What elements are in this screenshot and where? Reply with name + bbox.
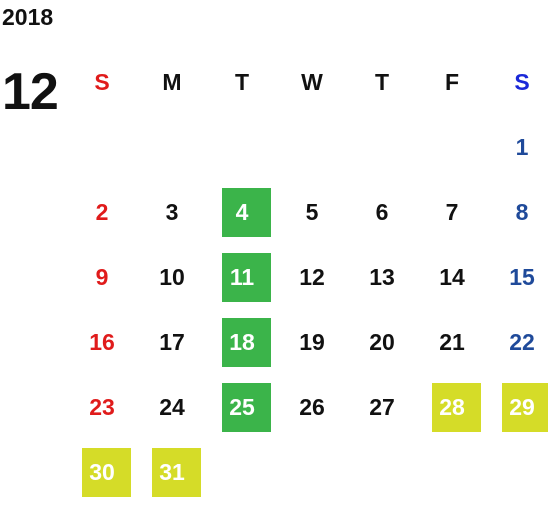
day-cell[interactable]: 21	[417, 310, 487, 375]
empty-day-cell	[417, 115, 487, 180]
weekday-header: M	[162, 69, 182, 95]
empty-day-cell	[487, 440, 548, 505]
day-cell[interactable]: 24	[137, 375, 207, 440]
day-cell[interactable]: 17	[137, 310, 207, 375]
day-number: 12	[299, 264, 325, 290]
day-number: 24	[159, 394, 185, 420]
calendar-grid: S M T W T F S 1 2 3 4 5 6 7 8 9 10 11 12 13 14 15 16 17 18 19 20 21…	[67, 50, 548, 505]
day-number: 11	[229, 264, 255, 290]
day-number: 13	[369, 264, 395, 290]
empty-day-cell	[207, 440, 277, 505]
weekday-header: T	[234, 69, 250, 95]
day-number: 21	[439, 329, 465, 355]
weekday-header: F	[444, 69, 460, 95]
day-cell[interactable]: 19	[277, 310, 347, 375]
weekday-header: W	[301, 69, 323, 95]
day-number: 18	[229, 329, 255, 355]
day-number: 25	[229, 394, 255, 420]
day-cell[interactable]: 31	[137, 440, 207, 505]
day-cell[interactable]: 15	[487, 245, 548, 310]
day-number: 28	[439, 394, 465, 420]
day-cell[interactable]: 22	[487, 310, 548, 375]
day-number: 10	[159, 264, 185, 290]
day-number: 27	[369, 394, 395, 420]
day-number: 7	[445, 199, 459, 225]
day-number: 2	[95, 199, 109, 225]
day-number: 4	[235, 199, 249, 225]
empty-day-cell	[137, 115, 207, 180]
day-number: 9	[95, 264, 109, 290]
day-number: 19	[299, 329, 325, 355]
day-cell[interactable]: 1	[487, 115, 548, 180]
day-cell[interactable]: 4	[207, 180, 277, 245]
day-cell[interactable]: 9	[67, 245, 137, 310]
day-number: 31	[159, 459, 185, 485]
day-cell[interactable]: 3	[137, 180, 207, 245]
day-cell[interactable]: 23	[67, 375, 137, 440]
empty-day-cell	[67, 115, 137, 180]
day-cell[interactable]: 26	[277, 375, 347, 440]
day-number: 6	[375, 199, 389, 225]
day-number: 1	[515, 134, 529, 160]
day-number: 26	[299, 394, 325, 420]
day-number: 5	[305, 199, 319, 225]
day-cell[interactable]: 16	[67, 310, 137, 375]
empty-day-cell	[277, 115, 347, 180]
day-number: 23	[89, 394, 115, 420]
day-cell[interactable]: 14	[417, 245, 487, 310]
day-cell[interactable]: 27	[347, 375, 417, 440]
day-number: 29	[509, 394, 535, 420]
day-number: 8	[515, 199, 529, 225]
day-number: 16	[89, 329, 115, 355]
day-cell[interactable]: 25	[207, 375, 277, 440]
day-cell[interactable]: 12	[277, 245, 347, 310]
year-label: 2018	[2, 4, 54, 30]
empty-day-cell	[347, 115, 417, 180]
day-cell[interactable]: 20	[347, 310, 417, 375]
day-cell[interactable]: 28	[417, 375, 487, 440]
day-number: 22	[509, 329, 535, 355]
day-cell[interactable]: 5	[277, 180, 347, 245]
day-cell[interactable]: 8	[487, 180, 548, 245]
day-number: 3	[165, 199, 179, 225]
day-cell[interactable]: 18	[207, 310, 277, 375]
day-cell[interactable]: 13	[347, 245, 417, 310]
day-number: 20	[369, 329, 395, 355]
day-cell[interactable]: 11	[207, 245, 277, 310]
empty-day-cell	[347, 440, 417, 505]
month-label: 12	[2, 63, 59, 121]
day-number: 14	[439, 264, 465, 290]
day-cell[interactable]: 2	[67, 180, 137, 245]
day-number: 30	[89, 459, 115, 485]
weekday-header: S	[514, 69, 530, 95]
weekday-header: S	[94, 69, 110, 95]
day-number: 15	[509, 264, 535, 290]
weekday-header: T	[374, 69, 390, 95]
empty-day-cell	[277, 440, 347, 505]
day-cell[interactable]: 29	[487, 375, 548, 440]
day-number: 17	[159, 329, 185, 355]
day-cell[interactable]: 7	[417, 180, 487, 245]
day-cell[interactable]: 30	[67, 440, 137, 505]
day-cell[interactable]: 10	[137, 245, 207, 310]
day-cell[interactable]: 6	[347, 180, 417, 245]
empty-day-cell	[417, 440, 487, 505]
empty-day-cell	[207, 115, 277, 180]
